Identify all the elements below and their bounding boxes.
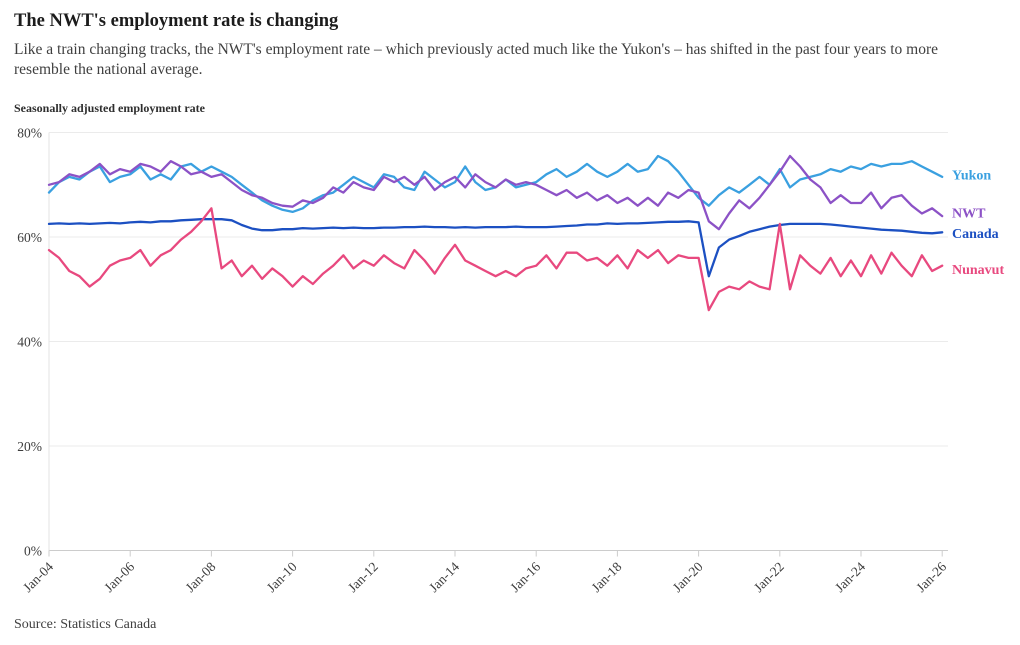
series-label-nwt: NWT <box>952 207 986 222</box>
x-tick-label-Jan-08: Jan-08 <box>182 559 218 595</box>
page-title: The NWT's employment rate is changing <box>14 11 339 31</box>
series-label-nunavut: Nunavut <box>952 263 1004 278</box>
y-tick-labels: 0% 20% 40% 60% 80% <box>17 126 42 559</box>
series-label-canada: Canada <box>952 227 999 242</box>
x-tick-label-Jan-26: Jan-26 <box>913 559 949 595</box>
x-tick-label-Jan-18: Jan-18 <box>588 559 624 595</box>
x-axis-ticks <box>48 550 943 557</box>
source-note: Source: Statistics Canada <box>14 617 157 632</box>
x-tick-label-Jan-24: Jan-24 <box>832 559 868 595</box>
x-tick-label-Jan-22: Jan-22 <box>751 559 787 595</box>
x-tick-label-Jan-04: Jan-04 <box>20 559 56 595</box>
series-line-nwt <box>47 154 944 231</box>
page-subtitle: Like a train changing tracks, the NWT's … <box>14 41 938 78</box>
y-tick-label-20: 20% <box>17 439 42 454</box>
x-tick-label-Jan-16: Jan-16 <box>507 559 543 595</box>
y-tick-label-0: 0% <box>24 544 42 559</box>
y-tick-label-40: 40% <box>17 335 42 350</box>
series-line-yukon <box>47 154 944 214</box>
y-gridlines <box>49 132 948 551</box>
series-line-nunavut <box>47 207 944 312</box>
y-tick-label-60: 60% <box>17 230 42 245</box>
series-label-yukon: Yukon <box>952 168 991 183</box>
x-tick-labels: Jan-04 Jan-06 Jan-08 Jan-10 Jan-12 Jan-14 Jan-… <box>20 559 949 595</box>
y-axis-title: Seasonally adjusted employment rate <box>14 101 205 115</box>
x-tick-label-Jan-14: Jan-14 <box>426 559 462 595</box>
x-tick-label-Jan-20: Jan-20 <box>670 559 706 595</box>
x-tick-label-Jan-06: Jan-06 <box>101 559 137 595</box>
y-tick-label-80: 80% <box>17 126 42 141</box>
x-tick-label-Jan-10: Jan-10 <box>264 559 300 595</box>
x-tick-label-Jan-12: Jan-12 <box>345 559 381 595</box>
series-line-canada <box>47 218 944 278</box>
